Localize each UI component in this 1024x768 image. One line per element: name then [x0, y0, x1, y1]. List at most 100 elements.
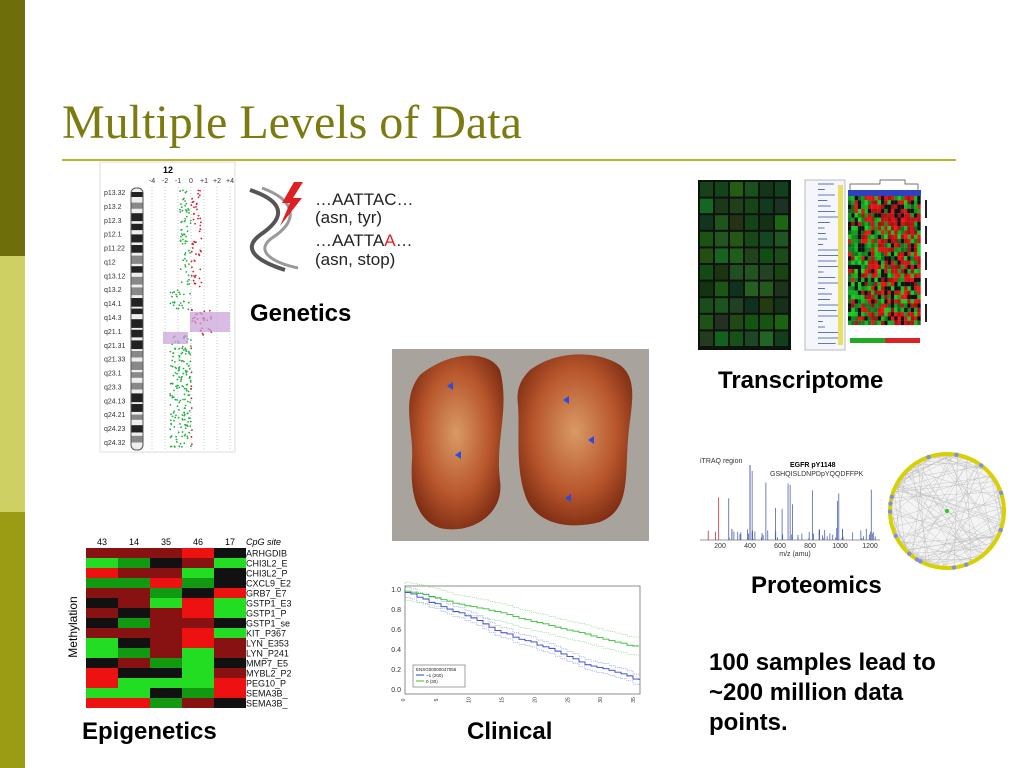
- probe-dot: [175, 293, 178, 296]
- network-edge: [914, 466, 971, 561]
- expression-cell: [910, 213, 915, 218]
- heatmap-cell: [86, 598, 118, 608]
- probe-dot: [198, 194, 201, 197]
- band-label: q23.1: [104, 371, 122, 378]
- network-edge: [899, 507, 1002, 539]
- expression-cell: [851, 307, 855, 313]
- expression-cell: [884, 273, 888, 278]
- expression-cell: [917, 217, 921, 222]
- expression-cell: [871, 226, 875, 231]
- section-label: Transcriptome: [718, 367, 883, 394]
- network-edge: [897, 485, 990, 547]
- expression-cell: [848, 282, 852, 287]
- expression-cell: [851, 230, 855, 235]
- expression-cell: [881, 243, 885, 248]
- probe-dot: [189, 379, 192, 382]
- expression-cell: [854, 247, 858, 252]
- expression-cell: [887, 264, 891, 270]
- expression-cell: [890, 204, 895, 209]
- expression-cell: [907, 204, 911, 209]
- expression-cell: [894, 226, 898, 231]
- expression-cell: [874, 234, 878, 240]
- probe-dot: [183, 393, 186, 396]
- probe-dot: [174, 416, 177, 419]
- dna-mutation: A: [384, 231, 396, 250]
- band-label: q21.1: [104, 329, 122, 336]
- probe-dot: [201, 332, 204, 335]
- summary-line: ~200 million data: [709, 679, 904, 706]
- expression-cell: [874, 239, 878, 244]
- expression-cell: [854, 208, 858, 214]
- heatmap-cell: [86, 558, 118, 568]
- expression-cell: [874, 196, 878, 201]
- site-label: MMP7_E5: [246, 659, 288, 669]
- probe-dot: [188, 431, 191, 434]
- scale-label: 0: [189, 178, 193, 185]
- expression-cell: [871, 243, 875, 248]
- band-label: p12.3: [104, 218, 122, 225]
- probe-dot: [188, 364, 190, 367]
- probe-dot: [178, 401, 181, 404]
- expression-cell: [914, 294, 918, 300]
- probe-dot: [190, 339, 192, 341]
- expression-cell: [854, 200, 858, 205]
- probe-dot: [181, 375, 183, 378]
- expression-cell: [900, 303, 905, 308]
- expression-cell: [871, 316, 875, 321]
- annotation-bar: [925, 278, 927, 296]
- heatmap-cell: [214, 668, 246, 678]
- expression-cell: [867, 290, 872, 295]
- survival-curve: [404, 590, 640, 680]
- expression-cell: [871, 299, 875, 304]
- expression-cell: [857, 273, 862, 278]
- expression-cell: [887, 217, 891, 222]
- expression-cell: [910, 320, 915, 326]
- expression-cell: [867, 307, 872, 313]
- probe-dot: [188, 212, 190, 214]
- probe-dot: [181, 446, 183, 448]
- expression-cell: [900, 320, 905, 326]
- site-label: SEMA3B_: [246, 699, 289, 709]
- network-edge: [896, 533, 928, 563]
- network-edge: [921, 510, 1003, 561]
- probe-dot: [186, 437, 189, 440]
- heatmap-cell: [214, 638, 246, 648]
- expression-cell: [894, 256, 898, 261]
- column-label: 14: [129, 537, 139, 547]
- expression-cell: [894, 277, 898, 283]
- expression-cell: [894, 286, 898, 291]
- expression-cell: [890, 213, 895, 218]
- probe-dot: [198, 285, 201, 288]
- expression-cell: [914, 196, 918, 201]
- expression-cell: [890, 320, 895, 326]
- expression-cell: [890, 234, 895, 240]
- expression-cell: [884, 208, 888, 214]
- network-edge: [895, 530, 983, 553]
- expression-cell: [881, 277, 885, 283]
- expression-cell: [914, 213, 918, 218]
- microarray-block: [715, 182, 728, 197]
- expression-cell: [881, 217, 885, 222]
- expression-cell: [857, 239, 862, 244]
- spectrum-tick: 1200: [862, 543, 878, 550]
- probe-dot: [174, 348, 176, 351]
- expression-cell: [910, 260, 915, 265]
- expression-cell: [907, 230, 911, 235]
- expression-cell: [890, 243, 895, 248]
- expression-cell: [897, 312, 901, 317]
- x-tick-label: 10: [467, 697, 473, 703]
- ideogram-band: [131, 425, 143, 433]
- expression-cell: [864, 247, 868, 252]
- network-edge: [895, 491, 1002, 509]
- expression-cell: [917, 247, 921, 252]
- expression-cell: [851, 256, 855, 261]
- heatmap-cell: [214, 678, 246, 688]
- spectrum-tick: 1000: [832, 543, 848, 550]
- network-edge: [949, 455, 983, 470]
- expression-cell: [854, 269, 858, 274]
- probe-dot: [173, 291, 176, 293]
- expression-cell: [884, 299, 888, 304]
- expression-cell: [881, 251, 885, 257]
- microarray-block: [775, 231, 788, 247]
- probe-dot: [196, 208, 198, 211]
